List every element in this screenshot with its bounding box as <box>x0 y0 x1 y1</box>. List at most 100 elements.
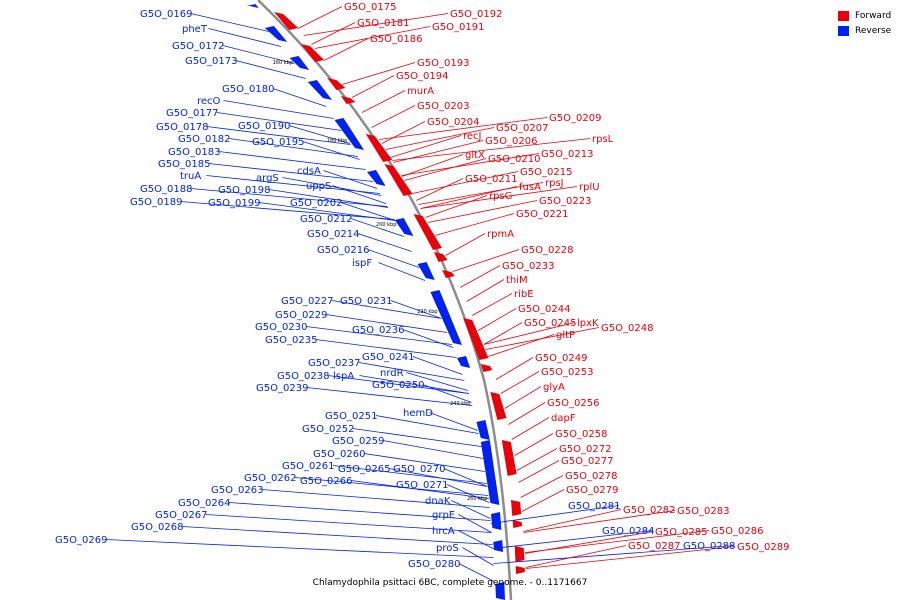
forward-gene-label-27: G5O_0228 <box>521 245 573 256</box>
forward-leader-7 <box>361 90 406 113</box>
forward-leader-12 <box>390 135 462 158</box>
forward-leader-44 <box>520 475 564 498</box>
reverse-leader-40 <box>429 412 478 431</box>
reverse-gene-label-56: hrcA <box>432 526 455 537</box>
forward-feature-12 <box>501 440 517 476</box>
forward-leader-23 <box>425 195 488 218</box>
forward-leader-1 <box>311 22 356 45</box>
forward-feature-14 <box>512 520 523 528</box>
reverse-gene-label-40: hemD <box>403 408 433 419</box>
reverse-gene-label-25: ispF <box>352 258 372 269</box>
reverse-leader-58 <box>462 547 494 566</box>
reverse-gene-label-24: G5O_0216 <box>317 245 369 256</box>
reverse-leader-8 <box>288 125 350 144</box>
forward-feature-5 <box>384 164 413 196</box>
reverse-gene-label-39: G5O_0251 <box>325 411 377 422</box>
legend-label-reverse: Reverse <box>855 25 892 36</box>
reverse-gene-label-26: G5O_0227 <box>281 296 333 307</box>
reverse-gene-label-18: G5O_0198 <box>218 185 270 196</box>
reverse-gene-label-37: G5O_0250 <box>372 380 424 391</box>
legend-item-reverse: Reverse <box>838 23 891 38</box>
forward-leader-3 <box>314 26 431 49</box>
forward-gene-label-38: glyA <box>543 382 565 393</box>
reverse-leader-60 <box>490 505 619 524</box>
kbp-tick-1: 180 kbp <box>327 138 347 144</box>
reverse-leader-11 <box>302 141 360 160</box>
reverse-leader-5 <box>223 100 334 119</box>
reverse-gene-label-6: G5O_0177 <box>166 108 218 119</box>
reverse-gene-label-14: argS <box>256 173 279 184</box>
reverse-gene-label-52: dnaK <box>425 496 451 507</box>
reverse-leader-48 <box>350 480 489 499</box>
forward-leader-14 <box>392 138 591 161</box>
forward-leader-21 <box>418 182 544 205</box>
reverse-gene-label-50: G5O_0271 <box>396 480 448 491</box>
forward-leader-47 <box>523 510 676 533</box>
reverse-leader-62 <box>493 545 734 564</box>
forward-feature-10 <box>480 364 493 372</box>
reverse-leader-51 <box>228 502 491 521</box>
reverse-gene-label-15: cdsA <box>297 166 321 177</box>
forward-leader-36 <box>495 357 534 380</box>
reverse-leader-34 <box>406 372 468 391</box>
forward-gene-label-9: G5O_0204 <box>427 117 479 128</box>
forward-leader-4 <box>323 38 369 61</box>
reverse-leader-26 <box>331 300 442 319</box>
reverse-leader-17 <box>190 188 388 207</box>
forward-gene-label-32: G5O_0245 <box>524 318 576 329</box>
forward-gene-label-42: G5O_0272 <box>559 444 611 455</box>
forward-leader-35 <box>488 334 555 357</box>
forward-leader-37 <box>500 371 540 394</box>
reverse-gene-label-34: nrdR <box>380 368 404 379</box>
reverse-leader-21 <box>340 202 396 221</box>
forward-feature-11 <box>490 392 507 420</box>
forward-gene-label-46: G5O_0282 <box>623 505 675 516</box>
reverse-feature-3 <box>307 80 332 100</box>
forward-gene-label-50: G5O_0287 <box>628 541 680 552</box>
kbp-tick-3: 220 kbp <box>417 309 437 315</box>
reverse-feature-10 <box>476 420 490 440</box>
reverse-gene-label-4: G5O_0180 <box>222 84 274 95</box>
reverse-gene-label-10: G5O_0183 <box>168 147 220 158</box>
forward-gene-label-7: murA <box>407 86 434 97</box>
reverse-feature-7 <box>417 262 435 280</box>
reverse-gene-label-17: G5O_0188 <box>140 184 192 195</box>
forward-feature-9 <box>463 318 489 360</box>
reverse-feature-1 <box>264 26 288 42</box>
forward-gene-label-48: G5O_0285 <box>655 527 707 538</box>
reverse-gene-label-13: truA <box>180 171 201 182</box>
reverse-gene-label-3: G5O_0173 <box>185 56 237 67</box>
forward-gene-label-15: gltX <box>465 150 485 161</box>
forward-leader-10 <box>379 117 548 140</box>
label-leader-lines <box>105 6 736 582</box>
reverse-gene-label-32: G5O_0241 <box>362 352 414 363</box>
reverse-leader-6 <box>216 112 342 131</box>
reverse-gene-label-47: G5O_0262 <box>244 473 296 484</box>
reverse-gene-label-5: recO <box>197 96 221 107</box>
reverse-leader-61 <box>492 530 653 549</box>
kbp-tick-4: 240 kbp <box>450 401 470 407</box>
forward-gene-label-49: G5O_0286 <box>711 526 763 537</box>
reverse-leader-13 <box>206 175 381 194</box>
reverse-feature-14 <box>495 582 505 600</box>
reverse-leader-7 <box>206 126 351 145</box>
reverse-gene-label-21: G5O_0202 <box>290 198 342 209</box>
forward-gene-label-17: G5O_0213 <box>541 149 593 160</box>
reverse-leader-47 <box>294 477 489 496</box>
reverse-leader-30 <box>402 329 454 348</box>
reverse-gene-label-20: G5O_0199 <box>208 198 260 209</box>
reverse-swatch <box>838 25 849 36</box>
reverse-leader-18 <box>268 189 389 208</box>
reverse-gene-label-51: G5O_0264 <box>178 498 230 509</box>
forward-leader-26 <box>445 233 486 256</box>
forward-leader-31 <box>477 308 517 331</box>
reverse-leader-27 <box>390 300 442 319</box>
forward-gene-label-25: G5O_0221 <box>516 209 568 220</box>
forward-leader-40 <box>511 417 550 440</box>
forward-gene-label-1: G5O_0181 <box>357 18 409 29</box>
forward-swatch <box>838 10 849 21</box>
reverse-leader-32 <box>412 356 463 375</box>
forward-gene-label-10: G5O_0209 <box>549 113 601 124</box>
reverse-leader-31 <box>315 339 457 358</box>
reverse-leader-42 <box>382 440 484 459</box>
